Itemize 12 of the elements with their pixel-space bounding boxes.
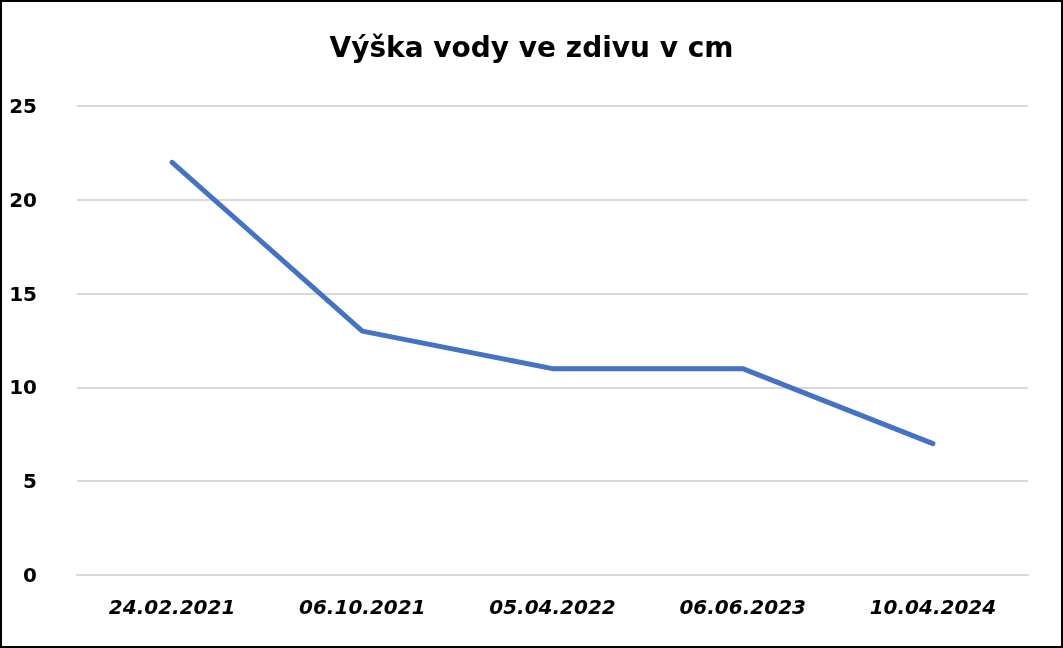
y-tick-label: 15 bbox=[9, 281, 37, 306]
y-tick-label: 0 bbox=[23, 563, 37, 587]
y-tick-label: 20 bbox=[9, 187, 37, 212]
x-tick-label: 10.04.2024 bbox=[869, 595, 997, 619]
y-tick-label: 10 bbox=[9, 375, 37, 400]
x-tick-label: 06.10.2021 bbox=[299, 595, 426, 619]
x-tick-label: 06.06.2023 bbox=[679, 595, 806, 619]
chart-title: Výška vody ve zdivu v cm bbox=[329, 30, 734, 64]
y-tick-label: 25 bbox=[9, 94, 37, 118]
x-tick-label: 05.04.2022 bbox=[489, 595, 616, 619]
x-tick-label: 24.02.2021 bbox=[108, 595, 236, 619]
y-tick-label: 5 bbox=[23, 469, 37, 494]
